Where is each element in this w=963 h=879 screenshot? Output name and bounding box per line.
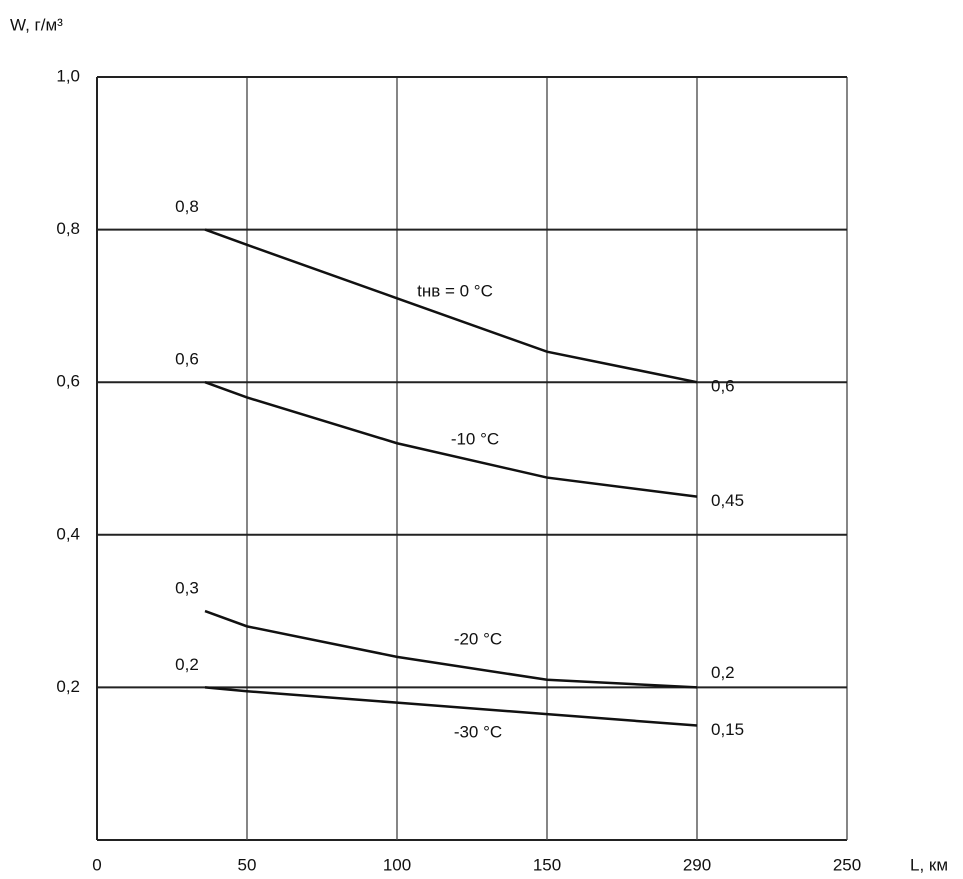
y-tick-label: 0,2 xyxy=(56,677,80,696)
y-tick-label: 0,8 xyxy=(56,219,80,238)
series-label: -30 °C xyxy=(454,722,502,741)
y-tick-label: 1,0 xyxy=(56,66,80,85)
x-tick-label: 100 xyxy=(383,855,411,874)
x-tick-label: 50 xyxy=(238,855,257,874)
curve xyxy=(204,381,698,498)
curve xyxy=(204,686,698,727)
y-axis-label: W, г/м³ xyxy=(10,15,63,34)
value-label: 0,2 xyxy=(711,663,735,682)
value-label: 0,8 xyxy=(175,197,199,216)
y-tick-label: 0,6 xyxy=(56,372,80,391)
curve xyxy=(204,609,698,689)
series-label: -10 °C xyxy=(451,429,499,448)
value-label: 0,6 xyxy=(711,377,735,396)
value-label: 0,3 xyxy=(175,579,199,598)
curve xyxy=(204,228,698,384)
x-tick-label: 250 xyxy=(833,855,861,874)
series-label: tнв = 0 °C xyxy=(417,281,493,300)
x-tick-label: 150 xyxy=(533,855,561,874)
value-label: 0,6 xyxy=(175,350,199,369)
x-tick-label: 290 xyxy=(683,855,711,874)
value-label: 0,15 xyxy=(711,720,744,739)
x-axis-label: L, км xyxy=(910,855,948,874)
y-tick-label: 0,4 xyxy=(56,524,80,543)
series-label: -20 °C xyxy=(454,629,502,648)
value-label: 0,45 xyxy=(711,491,744,510)
value-label: 0,2 xyxy=(175,655,199,674)
x-tick-label: 0 xyxy=(92,855,101,874)
